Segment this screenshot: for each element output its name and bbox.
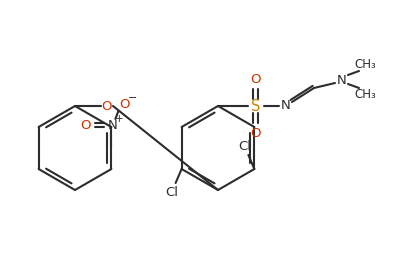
- Text: N: N: [281, 98, 290, 111]
- Text: −: −: [127, 93, 137, 103]
- Text: O: O: [250, 127, 261, 139]
- Text: Cl: Cl: [237, 139, 250, 152]
- Text: Cl: Cl: [165, 186, 178, 199]
- Text: CH₃: CH₃: [353, 57, 375, 70]
- Text: O: O: [80, 118, 90, 132]
- Text: CH₃: CH₃: [353, 87, 375, 100]
- Text: O: O: [119, 98, 129, 110]
- Text: O: O: [101, 99, 112, 112]
- Text: +: +: [115, 114, 124, 124]
- Text: O: O: [250, 73, 261, 86]
- Text: N: N: [107, 118, 117, 132]
- Text: S: S: [251, 98, 260, 114]
- Text: N: N: [336, 74, 346, 86]
